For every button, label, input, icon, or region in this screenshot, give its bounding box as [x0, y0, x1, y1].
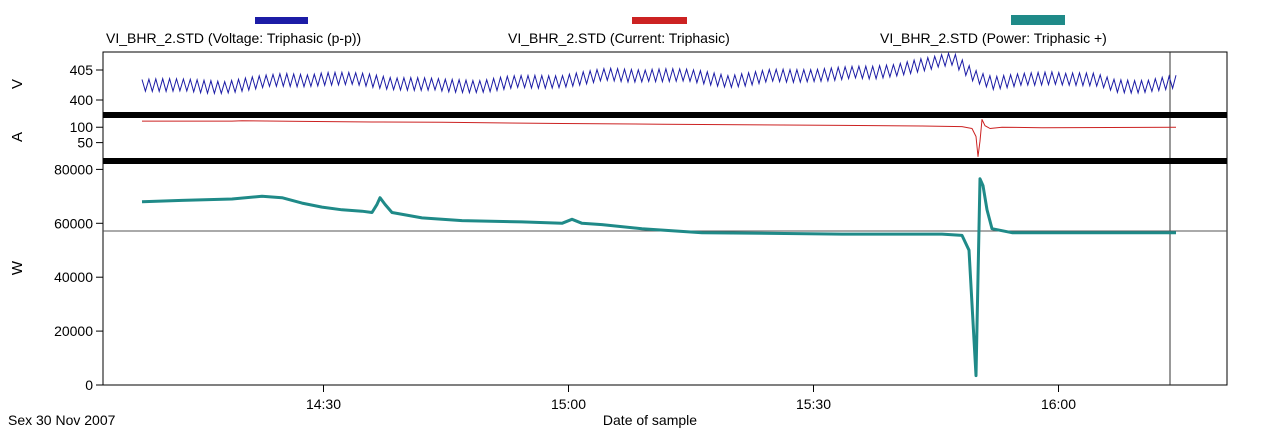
- panel-separator-1: [103, 112, 1227, 118]
- legend-label-current: VI_BHR_2.STD (Current: Triphasic): [508, 30, 730, 46]
- y-tick-label: 405: [70, 62, 94, 78]
- legend-label-voltage: VI_BHR_2.STD (Voltage: Triphasic (p-p)): [106, 30, 361, 46]
- x-tick-label: 15:00: [551, 396, 586, 412]
- legend-swatch-power: [1011, 15, 1065, 25]
- y-ticks-voltage: 400 405: [70, 62, 103, 108]
- x-tick-label: 16:00: [1041, 396, 1076, 412]
- panel-separator-2: [103, 158, 1227, 164]
- y-axis-label-current: A: [9, 132, 26, 142]
- legend-swatch-voltage: [255, 17, 308, 24]
- date-label: Sex 30 Nov 2007: [8, 412, 116, 428]
- chart-legend: VI_BHR_2.STD (Voltage: Triphasic (p-p)) …: [106, 15, 1107, 46]
- y-tick-label: 80000: [54, 161, 93, 177]
- plot-frame: [103, 52, 1227, 385]
- y-ticks-power: 0 20000 40000 60000 80000: [54, 161, 103, 393]
- legend-swatch-current: [632, 17, 687, 24]
- y-tick-label: 50: [77, 135, 93, 151]
- y-axis-label-power: W: [9, 260, 26, 275]
- legend-label-power: VI_BHR_2.STD (Power: Triphasic +): [880, 30, 1107, 46]
- x-axis-label: Date of sample: [603, 412, 697, 428]
- x-tick-label: 15:30: [796, 396, 831, 412]
- y-tick-label: 40000: [54, 269, 93, 285]
- plot-area: [103, 52, 1227, 385]
- y-tick-label: 0: [85, 377, 93, 393]
- y-tick-label: 400: [70, 92, 94, 108]
- y-tick-label: 60000: [54, 215, 93, 231]
- y-tick-label: 20000: [54, 323, 93, 339]
- x-tick-label: 14:30: [306, 396, 341, 412]
- y-tick-label: 100: [70, 119, 94, 135]
- y-axis-label-voltage: V: [9, 79, 26, 89]
